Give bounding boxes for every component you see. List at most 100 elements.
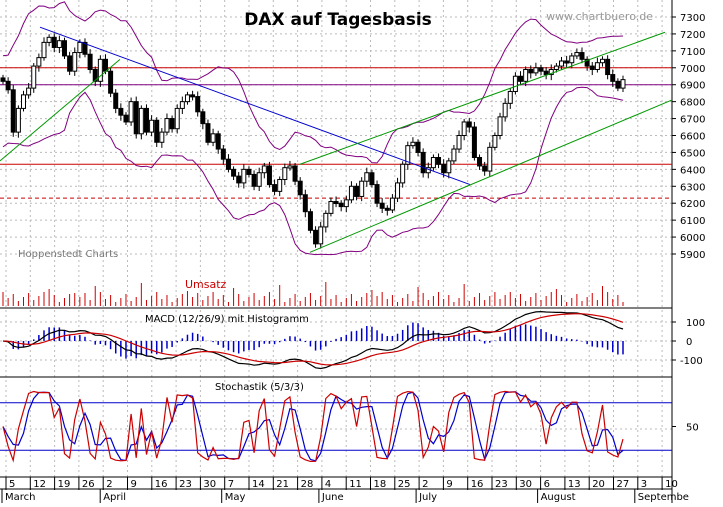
candle-body (600, 58, 606, 64)
candle-body (51, 36, 57, 48)
y-tick-label: 7200 (680, 30, 705, 41)
candle-body (559, 60, 565, 67)
y-tick-label: 6300 (680, 182, 705, 193)
candle-body (333, 201, 339, 205)
candle-body (272, 184, 278, 192)
y-tick-label: 50 (686, 423, 699, 434)
candle-body (169, 118, 175, 130)
candle-body (307, 211, 313, 231)
chart-title: DAX auf Tagesbasis (244, 10, 432, 30)
y-tick-label: 6200 (680, 199, 705, 210)
candle-body (41, 41, 47, 59)
candle-body (395, 182, 401, 199)
bollinger-upper (2, 1, 624, 164)
candle-body (323, 212, 329, 228)
y-tick-label: -100 (680, 356, 703, 367)
candle-body (102, 58, 108, 72)
month-label: August (541, 492, 576, 503)
candle-body (56, 40, 62, 48)
x-tick-label: 30 (519, 479, 532, 490)
x-tick-label: 21 (276, 479, 289, 490)
x-tick-label: 27 (617, 479, 630, 490)
candle-body (384, 207, 390, 211)
candle-body (266, 165, 272, 186)
trend-line-green (299, 31, 666, 165)
candle-body (143, 107, 149, 133)
candle-body (512, 75, 518, 92)
candle-body (26, 87, 32, 96)
panel-frames (0, 0, 673, 503)
volume-panel (2, 282, 624, 306)
month-label: Septembe (638, 492, 689, 503)
candle-body (354, 185, 360, 197)
candle-body (210, 133, 216, 143)
candle-body (133, 101, 139, 135)
candle-body (615, 80, 621, 89)
month-label: May (225, 492, 246, 503)
x-tick-label: 4 (325, 479, 331, 490)
candle-body (451, 148, 457, 162)
candle-body (574, 52, 580, 57)
candle-body (231, 168, 237, 177)
x-tick-label: 30 (203, 479, 216, 490)
candle-body (584, 58, 590, 67)
x-tick-label: 3 (641, 479, 647, 490)
candle-body (405, 145, 411, 165)
x-tick-label: 6 (544, 479, 550, 490)
candle-body (190, 94, 196, 98)
candle-body (118, 107, 124, 116)
y-tick-label: 7300 (680, 13, 705, 24)
y-tick-label: 6900 (680, 81, 705, 92)
candle-body (225, 158, 231, 170)
candle-body (400, 163, 406, 184)
candle-body (220, 148, 226, 160)
x-tick-label: 13 (568, 479, 581, 490)
candle-body (246, 168, 252, 175)
x-tick-label: 2 (106, 479, 112, 490)
x-tick-label: 9 (131, 479, 137, 490)
x-tick-label: 18 (374, 479, 387, 490)
x-tick-label: 16 (471, 479, 484, 490)
candle-body (154, 119, 160, 143)
candle-body (67, 55, 73, 72)
x-tick-label: 12 (33, 479, 46, 490)
candle-body (128, 101, 134, 123)
candle-body (359, 180, 365, 197)
y-tick-label: 6000 (680, 233, 705, 244)
x-tick-label: 25 (398, 479, 411, 490)
candle-body (97, 58, 103, 82)
candle-body (343, 199, 349, 208)
candle-body (108, 70, 114, 94)
candle-body (579, 52, 585, 60)
x-tick-label: 7 (228, 479, 234, 490)
x-tick-label: 9 (446, 479, 452, 490)
candle-body (620, 79, 626, 89)
candle-body (548, 68, 554, 76)
candle-body (482, 165, 488, 172)
macd-panel (2, 310, 624, 370)
y-tick-label: 6100 (680, 216, 705, 227)
candle-body (553, 65, 559, 70)
candle-body (543, 70, 549, 76)
candle-body (215, 133, 221, 150)
candle-body (410, 141, 416, 147)
candle-body (328, 201, 334, 214)
trend-line-down (39, 26, 471, 186)
candle-body (200, 111, 206, 125)
candle-body (389, 197, 395, 211)
y-tick-label: 6600 (680, 132, 705, 143)
candle-body (92, 68, 98, 82)
candle-body (251, 173, 257, 187)
candle-body (77, 41, 83, 54)
candle-body (364, 172, 370, 182)
candle-body (497, 116, 503, 136)
x-tick-label: 19 (58, 479, 71, 490)
candle-body (610, 74, 616, 82)
y-tick-label: 6500 (680, 148, 705, 159)
candle-body (297, 180, 303, 196)
candle-body (72, 52, 78, 72)
candle-body (15, 107, 21, 133)
candle-body (420, 151, 426, 174)
candle-body (415, 141, 421, 153)
x-tick-label: 5 (9, 479, 15, 490)
